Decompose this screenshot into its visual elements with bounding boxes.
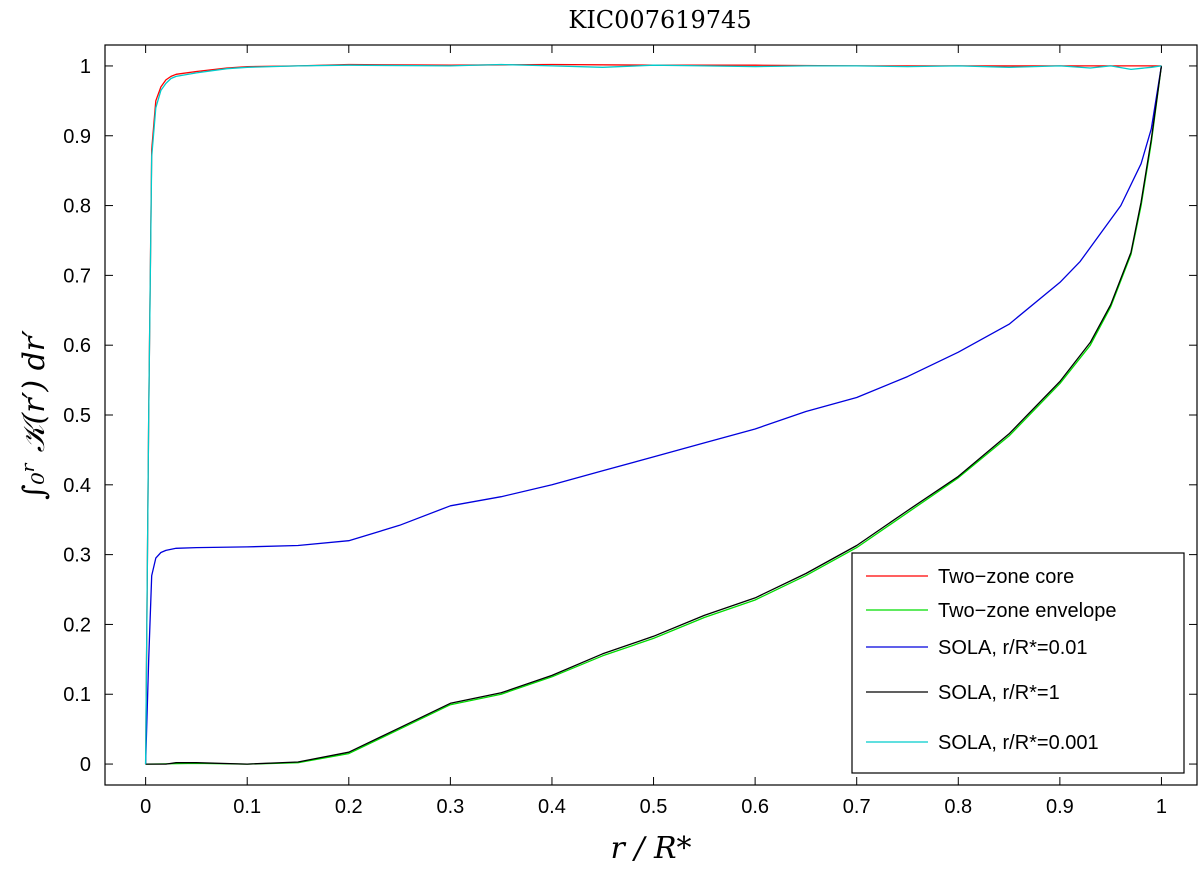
legend-label-3: SOLA, r/R*=0.01	[938, 637, 1088, 659]
series-line-5	[144, 63, 1162, 765]
legend: Two−zone core Two−zone envelope SOLA, r/R*…	[851, 552, 1185, 774]
x-tick-label: 0	[140, 796, 151, 818]
x-tick-label: 0.5	[640, 796, 668, 818]
series-line-2	[145, 65, 1163, 765]
y-tick-label: 0.4	[63, 475, 91, 497]
x-tick-label: 0.1	[233, 796, 261, 818]
series-line-3	[144, 65, 1163, 765]
tick-layer: 0 0.1 0.2 0.3 0.4 0.5 0.6 0.7 0.8 0.9 1 0 0.1 0.2 0.3 0…	[63, 45, 1197, 818]
legend-label-2: Two−zone envelope	[938, 600, 1116, 622]
x-tick-label: 0.2	[335, 796, 363, 818]
x-axis-label: r / R*	[610, 831, 691, 866]
series-layer	[144, 63, 1163, 765]
x-tick-label: 0.8	[944, 796, 972, 818]
series-line-4	[145, 65, 1163, 765]
legend-label-5: SOLA, r/R*=0.001	[938, 732, 1099, 754]
y-tick-label: 0.2	[63, 614, 91, 636]
y-tick-label: 0.1	[63, 684, 91, 706]
x-tick-label: 0.9	[1046, 796, 1074, 818]
y-tick-label: 1	[80, 56, 91, 78]
x-tick-label: 0.3	[436, 796, 464, 818]
chart-title: KIC007619745	[568, 6, 751, 34]
y-tick-label: 0.9	[63, 126, 91, 148]
y-tick-label: 0.8	[63, 196, 91, 218]
x-tick-label: 0.7	[843, 796, 871, 818]
legend-label-4: SOLA, r/R*=1	[938, 682, 1060, 704]
x-tick-label: 0.4	[538, 796, 566, 818]
y-tick-label: 0.6	[63, 335, 91, 357]
legend-label-1: Two−zone core	[938, 566, 1074, 588]
y-axis-label: ∫₀ʳ 𝒦(r′) dr′	[17, 330, 52, 500]
y-tick-label: 0	[80, 754, 91, 776]
y-tick-label: 0.3	[63, 545, 91, 567]
y-tick-label: 0.5	[63, 405, 91, 427]
legend-box	[851, 552, 1185, 774]
x-tick-label: 1	[1156, 796, 1167, 818]
x-tick-label: 0.6	[741, 796, 769, 818]
y-tick-label: 0.7	[63, 265, 91, 287]
